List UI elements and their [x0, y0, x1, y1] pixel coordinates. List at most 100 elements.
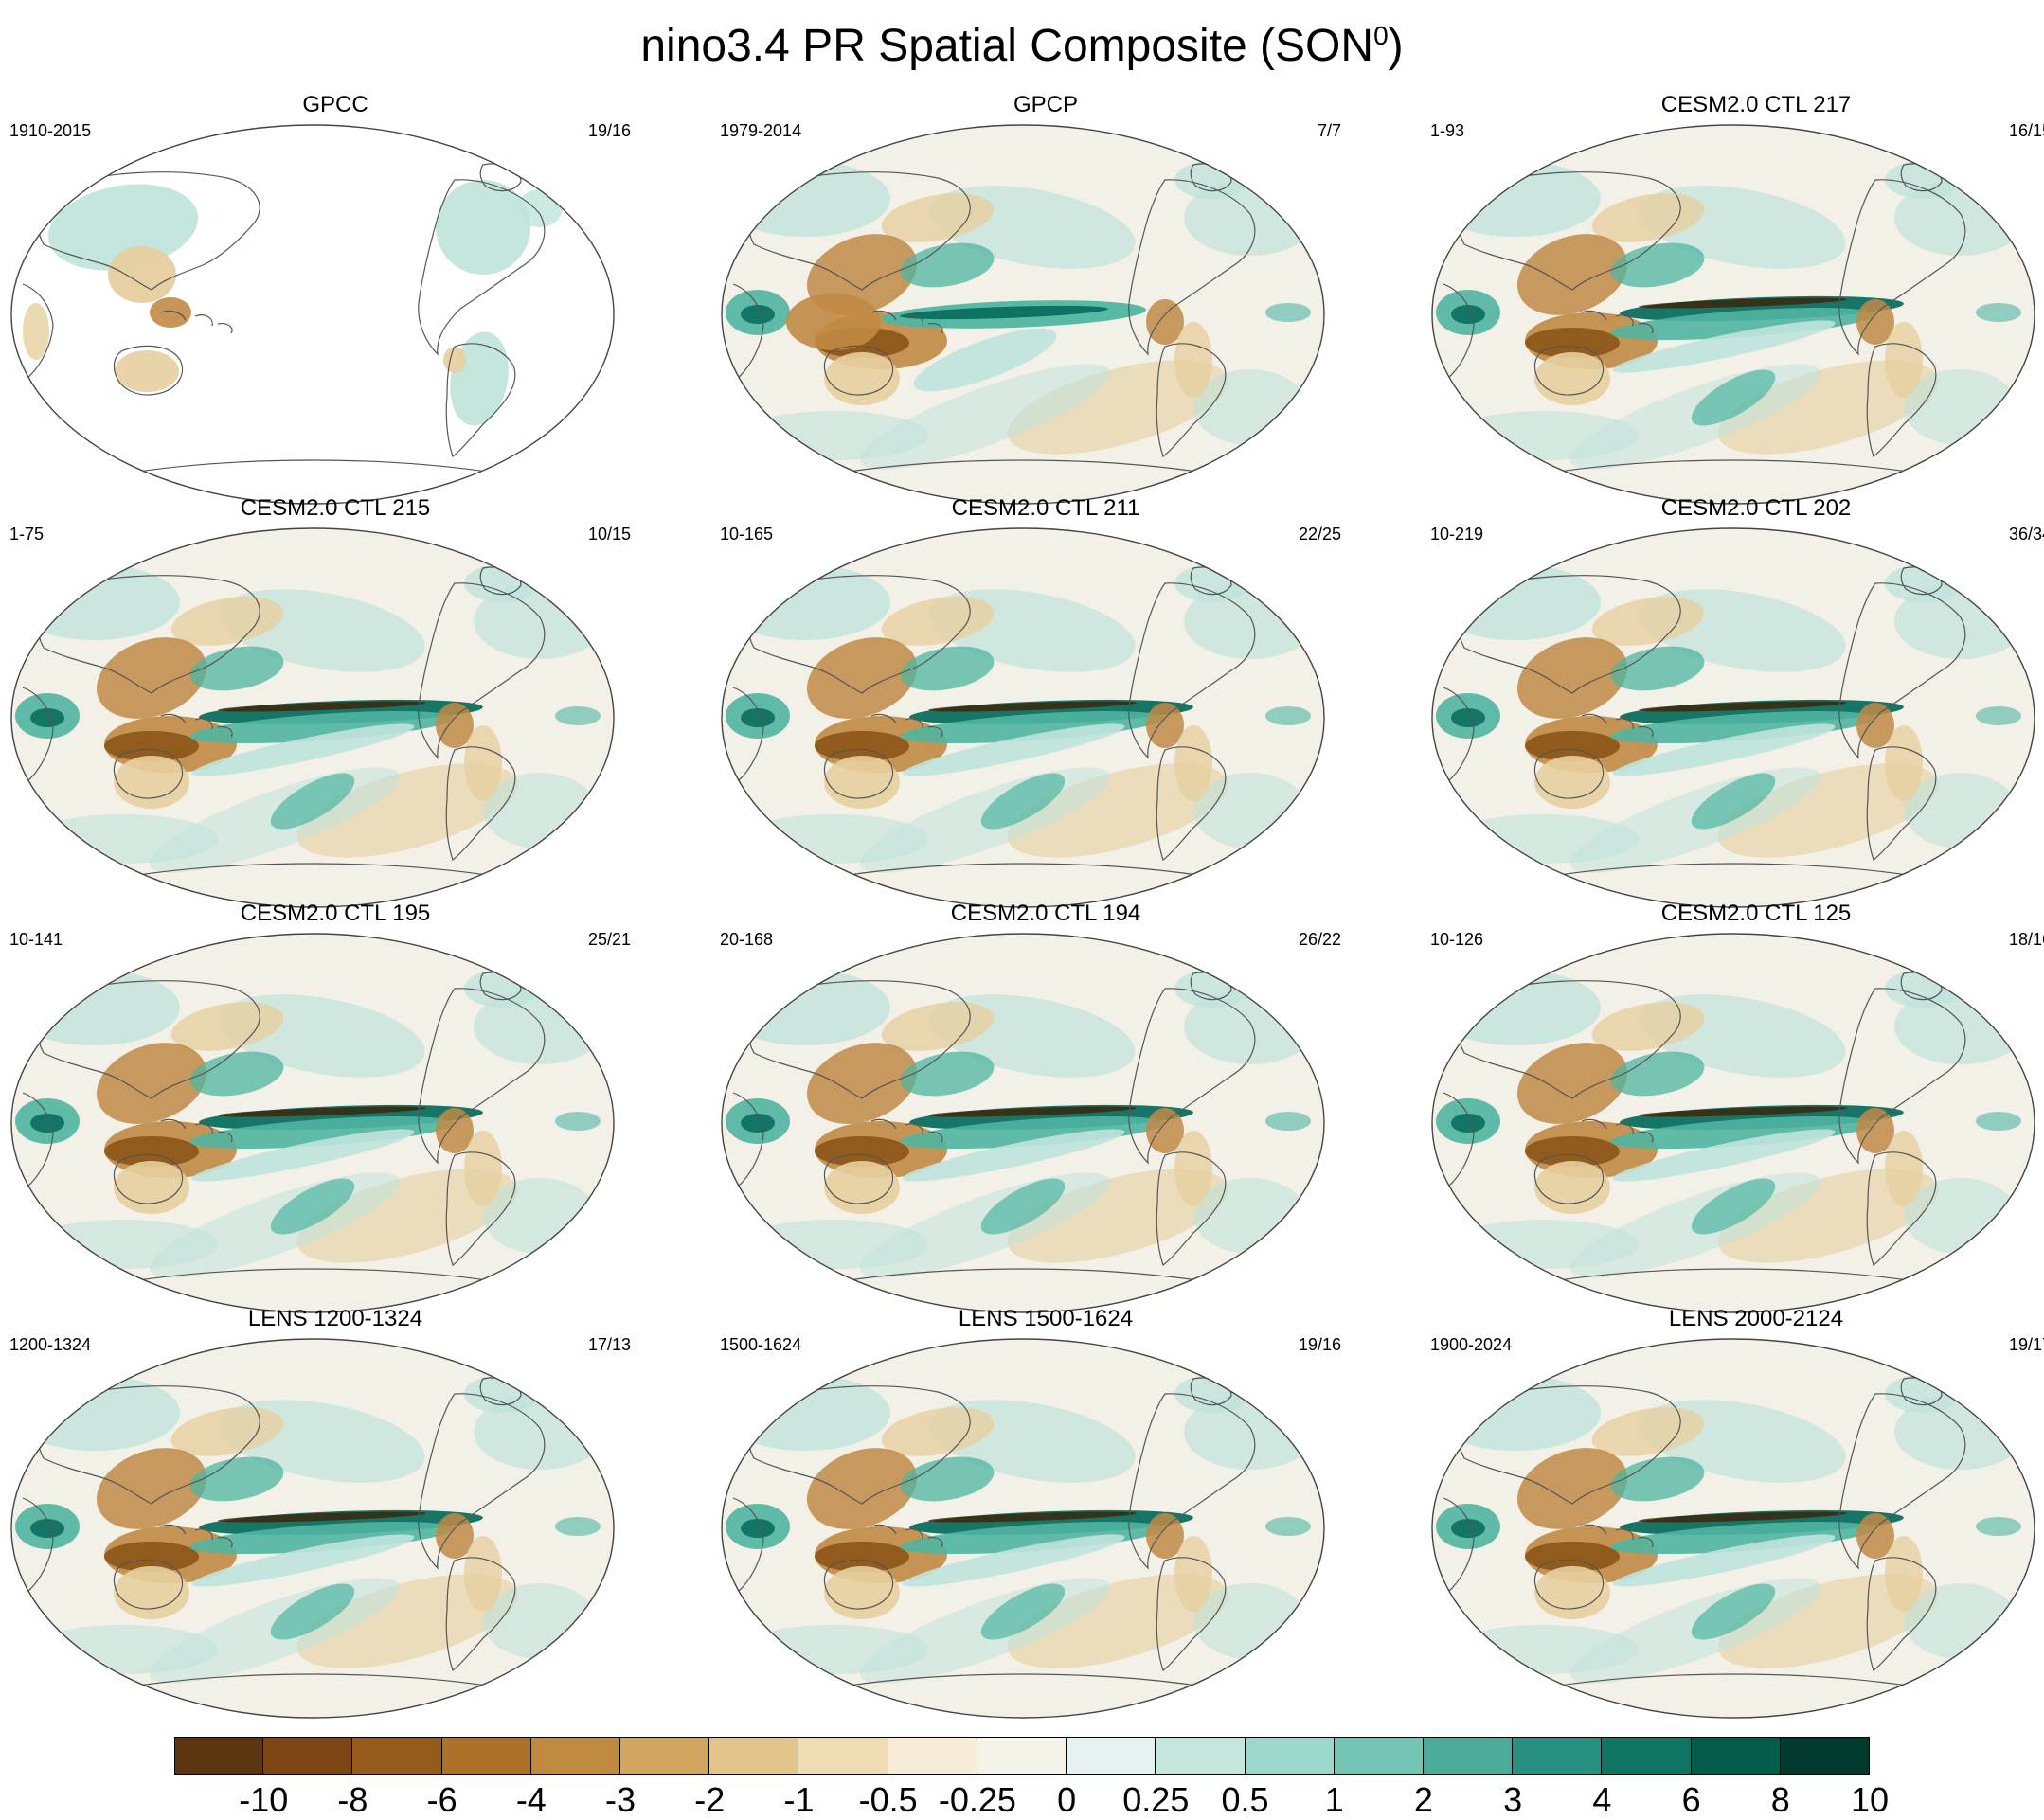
world-map — [1431, 933, 2035, 1313]
panel-title: CESM2.0 CTL 215 — [240, 495, 431, 521]
colorbar-segment — [1067, 1737, 1156, 1775]
panel-year-range: 1-93 — [1430, 121, 1465, 140]
figure-title-close: ) — [1388, 21, 1404, 71]
world-map — [721, 124, 1325, 505]
panel-year-range: 1200-1324 — [9, 1335, 92, 1354]
panel-event-count: 18/16 — [2008, 930, 2044, 949]
precip-field — [722, 934, 1324, 1312]
map-frame — [1431, 933, 2035, 1313]
colorbar-tick-label: 8 — [1770, 1780, 1790, 1819]
world-map — [1431, 527, 2035, 908]
panel-year-range: 1979-2014 — [720, 121, 802, 140]
map-frame — [721, 1338, 1325, 1719]
map-frame — [10, 1338, 615, 1719]
figure-title-superscript: 0 — [1373, 21, 1389, 50]
world-map — [10, 1338, 615, 1719]
panel-title: LENS 1200-1324 — [247, 1306, 423, 1331]
panel-year-range: 20-168 — [720, 930, 774, 949]
precip-field — [1432, 125, 2035, 504]
panel-title: LENS 1500-1624 — [958, 1306, 1134, 1331]
colorbar-frame — [174, 1737, 1870, 1775]
map-frame — [10, 933, 615, 1313]
colorbar-segment — [263, 1737, 353, 1775]
panel-year-range: 1-75 — [9, 525, 45, 544]
coastlines — [732, 1377, 1256, 1690]
map-panel: CESM2.0 CTL 211 10-165 22/25 — [714, 494, 1377, 908]
colorbar-segment — [441, 1737, 531, 1775]
panel-event-count: 19/16 — [587, 121, 631, 140]
panel-event-count: 36/34 — [2008, 525, 2044, 544]
panel-title: CESM2.0 CTL 202 — [1660, 495, 1852, 521]
map-frame — [721, 527, 1325, 908]
colorbar-labels: -10 -8 -6 -4 -3 -2 -1 -0.5 -0.25 0 0.25 0.5 1 2 3 4 6 8 10 — [0, 1780, 2044, 1819]
colorbar — [174, 1737, 1870, 1775]
colorbar-segment — [1334, 1737, 1424, 1775]
colorbar-tick-label: 0.5 — [1221, 1780, 1269, 1819]
map-panel: CESM2.0 CTL 194 20-168 26/22 — [714, 900, 1377, 1313]
map-panel: GPCC 1910-2015 19/16 — [4, 91, 667, 505]
map-panel: LENS 2000-2124 1900-2024 19/17 — [1425, 1305, 2044, 1719]
world-map — [10, 933, 615, 1313]
coastlines — [22, 972, 546, 1285]
colorbar-tick-label: -6 — [426, 1780, 457, 1819]
map-frame — [1431, 527, 2035, 908]
colorbar-tick-label: 10 — [1850, 1780, 1890, 1819]
map-frame — [721, 933, 1325, 1313]
map-panel: CESM2.0 CTL 195 10-141 25/21 — [4, 900, 667, 1313]
colorbar-segment — [888, 1737, 977, 1775]
map-panel: LENS 1500-1624 1500-1624 19/16 — [714, 1305, 1377, 1719]
colorbar-segment — [798, 1737, 888, 1775]
panel-year-range: 10-141 — [9, 930, 63, 949]
coastlines — [732, 972, 1256, 1285]
colorbar-tick-label: 6 — [1681, 1780, 1701, 1819]
precip-field — [722, 528, 1324, 907]
panel-title: GPCP — [1013, 92, 1078, 117]
world-map — [721, 1338, 1325, 1719]
colorbar-tick-label: -10 — [239, 1780, 289, 1819]
world-map — [10, 527, 615, 908]
map-panel: CESM2.0 CTL 125 10-126 18/16 — [1425, 900, 2044, 1313]
world-map — [10, 124, 615, 505]
panel-title: GPCC — [302, 92, 368, 117]
colorbar-tick-label: -8 — [337, 1780, 368, 1819]
panel-year-range: 1500-1624 — [720, 1335, 802, 1354]
figure-title: nino3.4 PR Spatial Composite (SON0) — [0, 8, 2044, 75]
panel-title: CESM2.0 CTL 217 — [1660, 92, 1852, 117]
world-map — [1431, 1338, 2035, 1719]
map-panel: CESM2.0 CTL 202 10-219 36/34 — [1425, 494, 2044, 908]
colorbar-tick-label: 0.25 — [1122, 1780, 1190, 1819]
panel-event-count: 17/13 — [587, 1335, 631, 1354]
panel-event-count: 7/7 — [1317, 121, 1341, 140]
panel-event-count: 25/21 — [587, 930, 631, 949]
colorbar-segment — [530, 1737, 621, 1775]
panel-title: CESM2.0 CTL 125 — [1660, 901, 1852, 926]
panel-year-range: 10-126 — [1430, 930, 1484, 949]
panel-event-count: 19/17 — [2008, 1335, 2044, 1354]
panel-event-count: 10/15 — [587, 525, 631, 544]
map-panel: LENS 1200-1324 1200-1324 17/13 — [4, 1305, 667, 1719]
coastlines — [22, 566, 546, 880]
coastlines — [732, 566, 1256, 880]
colorbar-segment — [620, 1737, 710, 1775]
coastlines — [1443, 566, 1966, 880]
colorbar-segment — [352, 1737, 442, 1775]
coastlines — [22, 163, 546, 476]
coastlines — [1443, 163, 1966, 476]
colorbar-tick-label: 4 — [1592, 1780, 1612, 1819]
colorbar-tick-label: 1 — [1324, 1780, 1344, 1819]
colorbar-segment — [1691, 1737, 1781, 1775]
map-frame — [1431, 124, 2035, 505]
panel-year-range: 1900-2024 — [1430, 1335, 1513, 1354]
map-panel: GPCP 1979-2014 7/7 — [714, 91, 1377, 505]
panel-year-range: 10-165 — [720, 525, 774, 544]
panel-title: CESM2.0 CTL 194 — [950, 901, 1141, 926]
coastlines — [1443, 972, 1966, 1285]
world-map — [721, 933, 1325, 1313]
colorbar-segment — [977, 1737, 1067, 1775]
panel-event-count: 19/16 — [1298, 1335, 1341, 1354]
map-frame — [1431, 1338, 2035, 1719]
colorbar-tick-label: 3 — [1503, 1780, 1523, 1819]
panel-event-count: 26/22 — [1298, 930, 1341, 949]
colorbar-tick-label: -2 — [694, 1780, 726, 1819]
coastlines — [732, 163, 1256, 476]
